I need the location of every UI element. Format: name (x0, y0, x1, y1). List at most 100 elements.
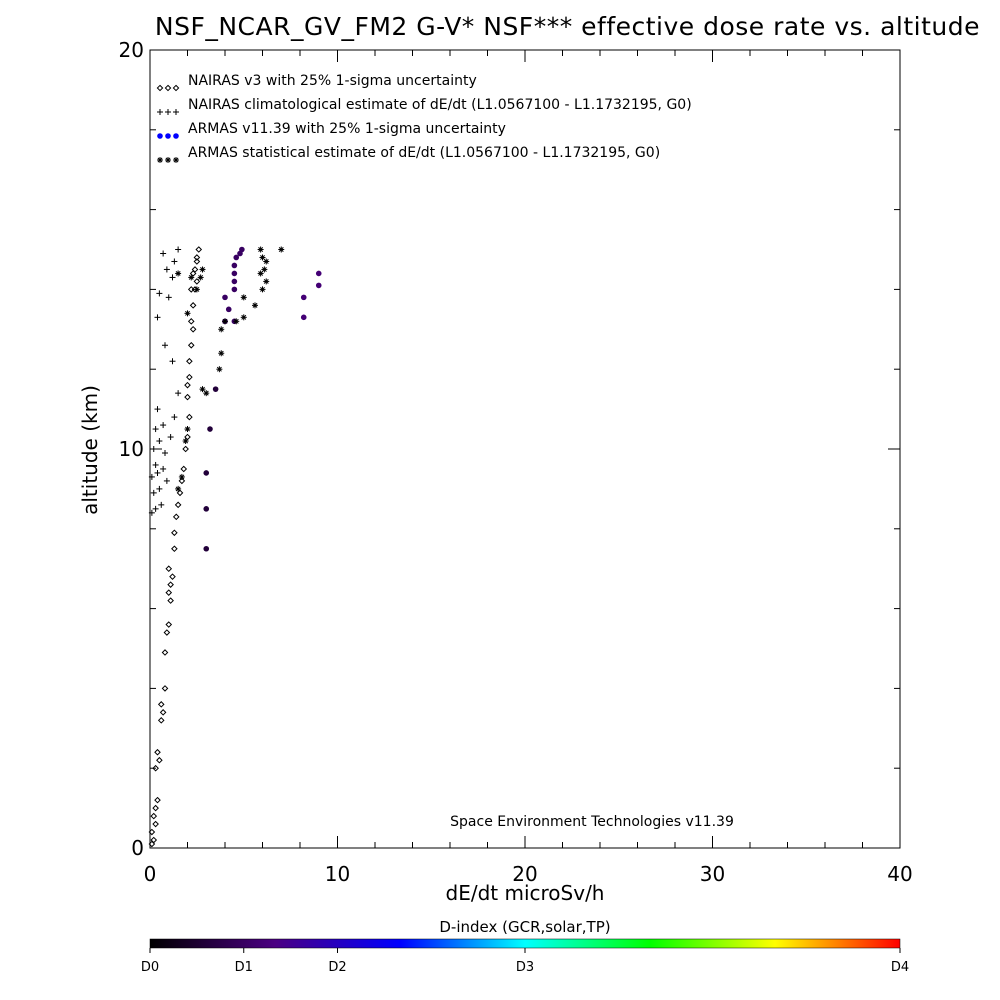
ast-d2 (222, 318, 228, 324)
data-point (195, 246, 203, 253)
ast-d2 (263, 278, 269, 284)
plot-border (149, 49, 901, 849)
ast-d2 (233, 318, 239, 324)
data-point (162, 342, 168, 349)
data-point (167, 581, 174, 588)
ast-d2 (200, 266, 205, 272)
legend-marker (173, 133, 179, 139)
data-point (154, 406, 161, 413)
legend-marker (172, 84, 180, 92)
data-point (257, 246, 264, 253)
ast-d2 (185, 426, 190, 432)
data-point (156, 438, 163, 445)
colorbar-label: D4 (891, 960, 909, 975)
data-point (156, 756, 163, 764)
data-point (169, 573, 176, 580)
data-point (203, 390, 210, 397)
data-point (231, 262, 238, 269)
data-point (165, 294, 172, 301)
data-point (152, 461, 159, 468)
credit-text: Space Environment Technologies v11.39 (450, 814, 734, 830)
legend-marker (164, 84, 172, 92)
ast-d2 (252, 302, 258, 308)
data-point (259, 254, 266, 261)
data-point (199, 266, 206, 273)
data-point (161, 685, 169, 692)
ast-d2 (241, 314, 247, 320)
data-point (315, 270, 322, 277)
data-point (231, 270, 238, 277)
data-point (160, 465, 167, 472)
data-point (167, 434, 174, 441)
data-point (150, 489, 157, 496)
data-point (233, 254, 240, 261)
colorbar-label: D2 (328, 960, 346, 975)
y-tick-label: 10 (119, 437, 144, 461)
data-point (189, 325, 197, 333)
legend-marker (157, 109, 163, 115)
data-point (263, 258, 270, 265)
data-point (216, 366, 223, 373)
ast-d2 (218, 350, 224, 356)
data-point (159, 709, 167, 716)
plot-frame (149, 49, 901, 849)
legend-label: ARMAS statistical estimate of dE/dt (L1.… (188, 145, 660, 161)
data-point (148, 828, 156, 836)
data-point (152, 505, 159, 512)
data-point (240, 294, 247, 301)
data-point (315, 282, 322, 289)
data-point (188, 274, 195, 281)
data-point (163, 629, 171, 636)
ast-d2 (260, 255, 265, 260)
ast-d2 (260, 286, 265, 292)
x-tick-label: 30 (700, 862, 725, 886)
data-point (154, 469, 161, 476)
data-point (184, 310, 191, 317)
x-axis-title: dE/dt microSv/h (446, 881, 605, 905)
ast-d2 (188, 274, 194, 280)
data-point (157, 701, 165, 708)
data-point (193, 258, 201, 265)
legend-entry: ARMAS v11.39 with 25% 1-sigma uncertaint… (157, 121, 506, 139)
y-tick-label: 0 (131, 836, 144, 860)
data-point (193, 254, 201, 261)
data-point (187, 341, 195, 349)
data-point (180, 465, 188, 473)
data-point (203, 545, 210, 552)
data-point (300, 314, 307, 321)
data-point (154, 314, 161, 321)
ast-d2 (157, 157, 163, 163)
ast-d2 (218, 326, 224, 332)
data-point (160, 422, 167, 429)
colorbar-label: D1 (235, 960, 253, 975)
data-point (239, 246, 245, 253)
axis-ticks (149, 49, 901, 849)
data-point (193, 278, 201, 285)
ast-d2 (175, 486, 181, 492)
data-point (174, 501, 182, 509)
colorbar (149, 938, 901, 949)
legend-label: NAIRAS climatological estimate of dE/dt … (188, 97, 692, 113)
y-tick-label: 20 (119, 38, 144, 62)
data-point (263, 278, 270, 285)
data-point (156, 290, 163, 297)
data-point (300, 294, 307, 301)
ast-d2 (258, 247, 264, 252)
ast-d2 (261, 266, 267, 272)
data-point (162, 449, 168, 456)
data-point (165, 565, 173, 573)
data-point (261, 266, 268, 273)
data-point (152, 804, 159, 812)
data-point (154, 748, 161, 756)
data-point (152, 426, 159, 433)
legend-label: NAIRAS v3 with 25% 1-sigma uncertainty (188, 73, 477, 89)
x-tick-label: 40 (887, 862, 912, 886)
data-point (257, 270, 264, 277)
data-point (175, 270, 182, 277)
ast-d2 (203, 390, 209, 396)
data-point (203, 506, 210, 512)
data-point (172, 513, 180, 521)
data-point (163, 477, 170, 484)
data-point (150, 836, 158, 844)
